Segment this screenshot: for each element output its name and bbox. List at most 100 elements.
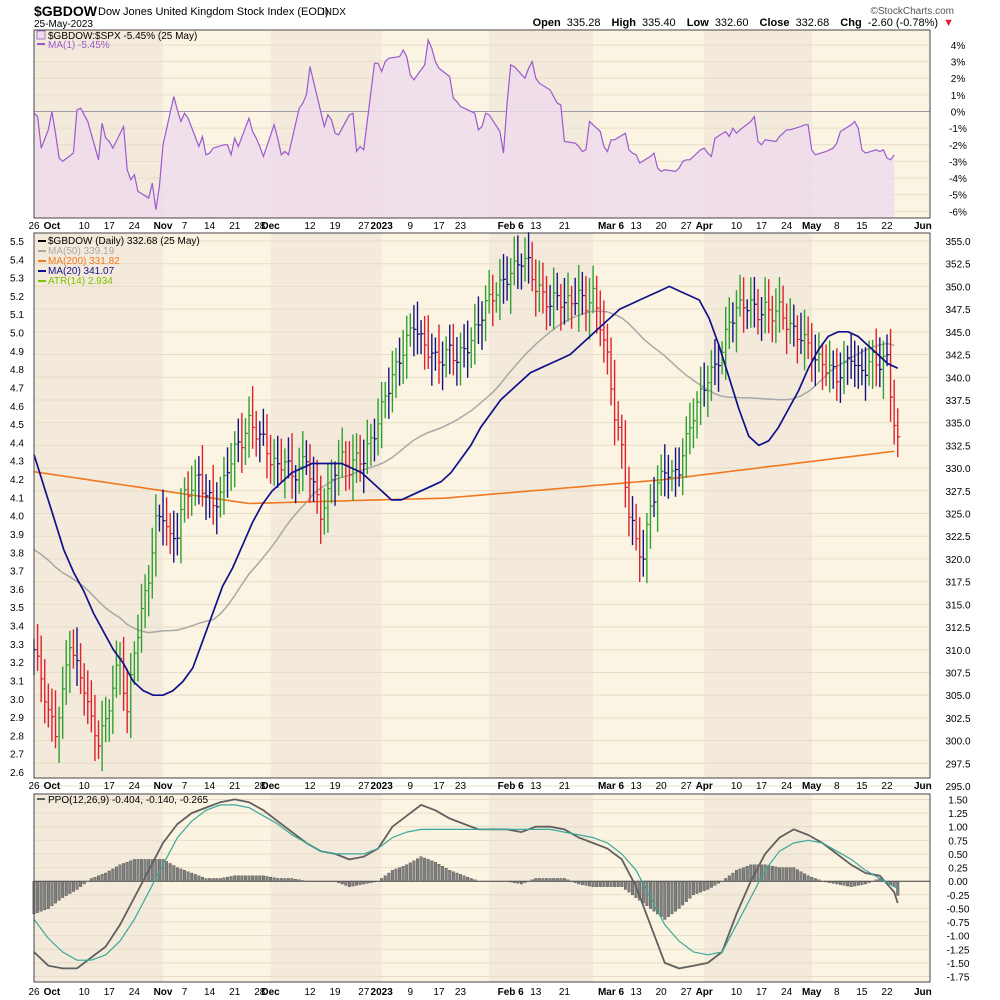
histogram-bar bbox=[294, 878, 298, 882]
x-tick-label: 8 bbox=[834, 781, 840, 792]
x-tick-label: 13 bbox=[530, 987, 542, 998]
x-tick-label: 21 bbox=[559, 987, 571, 998]
x-tick-label: 27 bbox=[358, 221, 370, 232]
x-tick-label: 27 bbox=[681, 781, 693, 792]
histogram-bar bbox=[846, 881, 850, 887]
x-tick-label: 12 bbox=[304, 987, 316, 998]
histogram-bar bbox=[469, 878, 473, 882]
close-label: Close bbox=[760, 17, 790, 29]
y-tick-label: 0.75 bbox=[948, 836, 968, 847]
x-tick-label: 19 bbox=[329, 221, 341, 232]
x-tick-label: 17 bbox=[433, 221, 445, 232]
y-tick-label-right: 332.5 bbox=[945, 441, 970, 452]
stockcharts-brand: ©StockCharts.com bbox=[870, 6, 954, 17]
histogram-bar bbox=[383, 875, 387, 882]
y-tick-label-left: 3.0 bbox=[10, 695, 24, 706]
histogram-bar bbox=[71, 881, 75, 892]
ratio-area bbox=[34, 40, 895, 218]
y-tick-label: -0.75 bbox=[947, 918, 970, 929]
histogram-bar bbox=[279, 878, 283, 882]
histogram-bar bbox=[208, 878, 212, 882]
legend-atr: ATR(14) 2.934 bbox=[48, 276, 113, 287]
x-tick-label: 9 bbox=[408, 781, 414, 792]
histogram-bar bbox=[598, 881, 602, 887]
y-tick-label-left: 5.1 bbox=[10, 310, 24, 321]
y-tick-label-left: 4.3 bbox=[10, 457, 24, 468]
x-tick-label: 19 bbox=[329, 987, 341, 998]
y-tick-label-right: 295.0 bbox=[945, 782, 970, 793]
x-tick-label: 17 bbox=[433, 781, 445, 792]
x-tick-label: Mar 6 bbox=[598, 781, 625, 792]
x-tick-label: 27 bbox=[358, 987, 370, 998]
x-tick-label: 20 bbox=[656, 781, 668, 792]
histogram-bar bbox=[545, 878, 548, 882]
histogram-bar bbox=[831, 881, 835, 884]
x-tick-label: 24 bbox=[129, 781, 141, 792]
histogram-bar bbox=[172, 865, 176, 882]
x-tick-label: 22 bbox=[881, 781, 893, 792]
histogram-bar bbox=[444, 868, 448, 882]
histogram-bar bbox=[838, 881, 842, 885]
histogram-bar bbox=[93, 876, 97, 882]
histogram-bar bbox=[828, 881, 832, 883]
y-tick-label-left: 4.4 bbox=[10, 438, 24, 449]
month-band bbox=[489, 233, 594, 778]
histogram-bar bbox=[555, 878, 559, 882]
ppo-histogram bbox=[32, 856, 900, 920]
histogram-bar bbox=[724, 878, 728, 882]
y-tick-label-left: 4.6 bbox=[10, 402, 24, 413]
histogram-bar bbox=[233, 875, 237, 882]
histogram-bar bbox=[97, 875, 100, 882]
histogram-bar bbox=[591, 881, 595, 887]
y-tick-label-right: 352.5 bbox=[945, 260, 970, 271]
y-tick-label-left: 5.0 bbox=[10, 329, 24, 340]
y-tick-label: -5% bbox=[949, 191, 967, 202]
x-tick-label: 13 bbox=[631, 781, 643, 792]
month-band bbox=[489, 794, 594, 982]
x-tick-label: 10 bbox=[79, 987, 91, 998]
x-tick-label: 24 bbox=[129, 221, 141, 232]
histogram-bar bbox=[745, 866, 749, 882]
histogram-bar bbox=[616, 881, 620, 887]
y-tick-label: -1.50 bbox=[947, 959, 970, 970]
histogram-bar bbox=[709, 881, 713, 888]
histogram-bar bbox=[244, 875, 247, 882]
y-tick-label: -1.75 bbox=[947, 973, 970, 984]
histogram-bar bbox=[351, 881, 355, 887]
histogram-bar bbox=[193, 874, 197, 882]
x-tick-label: 23 bbox=[455, 221, 467, 232]
histogram-bar bbox=[251, 875, 255, 882]
histogram-bar bbox=[136, 859, 140, 882]
x-tick-label: 7 bbox=[182, 987, 188, 998]
histogram-bar bbox=[795, 869, 799, 882]
y-tick-label-right: 305.0 bbox=[945, 691, 970, 702]
x-tick-label: 2023 bbox=[371, 221, 394, 232]
histogram-bar bbox=[860, 881, 864, 885]
legend-ma50: MA(50) 339.19 bbox=[48, 246, 115, 257]
histogram-bar bbox=[358, 881, 362, 885]
histogram-bar bbox=[340, 881, 344, 885]
histogram-bar bbox=[731, 872, 735, 882]
histogram-bar bbox=[677, 881, 681, 909]
histogram-bar bbox=[792, 867, 796, 882]
histogram-bar bbox=[699, 881, 703, 893]
histogram-bar bbox=[125, 861, 129, 882]
histogram-bar bbox=[874, 879, 878, 882]
histogram-bar bbox=[803, 873, 807, 882]
histogram-bar bbox=[864, 881, 867, 885]
y-tick-label-right: 317.5 bbox=[945, 578, 970, 589]
y-tick-label-right: 345.0 bbox=[945, 328, 970, 339]
x-tick-label: Apr bbox=[696, 221, 713, 232]
symbol-title: $GBDOW bbox=[34, 3, 98, 19]
histogram-bar bbox=[347, 881, 351, 887]
legend-ratio: $GBDOW:$SPX -5.45% (25 May) bbox=[48, 31, 197, 42]
x-tick-label: May bbox=[802, 987, 822, 998]
histogram-bar bbox=[666, 881, 670, 917]
y-tick-label-left: 5.5 bbox=[10, 237, 24, 248]
y-tick-label: -1.25 bbox=[947, 945, 970, 956]
x-tick-label: 28 bbox=[254, 987, 266, 998]
ppo-panel: 1.50 1.25 1.00 0.75 0.50 0.25 0.00 -0.25 -0.50 -0… bbox=[32, 795, 970, 984]
histogram-bar bbox=[297, 879, 301, 882]
y-tick-label-right: 347.5 bbox=[945, 305, 970, 316]
